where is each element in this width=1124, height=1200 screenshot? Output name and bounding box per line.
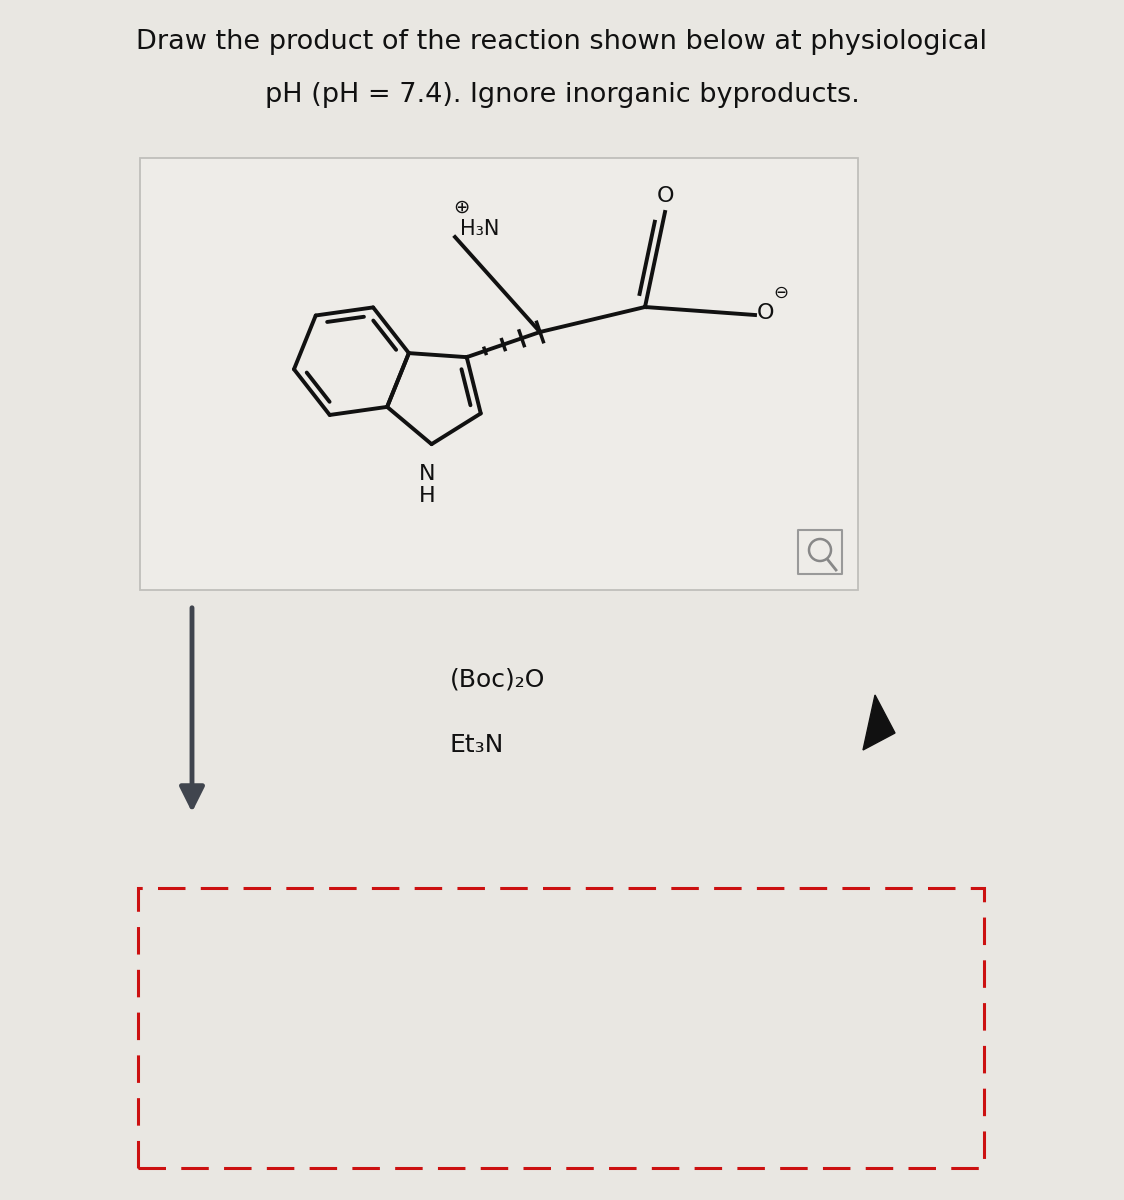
Bar	[140, 158, 858, 590]
Text: H: H	[419, 486, 436, 506]
Text: pH (pH = 7.4). Ignore inorganic byproducts.: pH (pH = 7.4). Ignore inorganic byproduc…	[264, 82, 860, 108]
Text: ⊕: ⊕	[453, 198, 469, 216]
Text: ⊖: ⊖	[773, 284, 789, 302]
Bar	[138, 888, 984, 1168]
Text: H₃N: H₃N	[460, 218, 499, 239]
Text: Et₃N: Et₃N	[450, 733, 505, 757]
Text: (Boc)₂O: (Boc)₂O	[450, 668, 545, 692]
Text: O: O	[756, 302, 774, 323]
Text: Draw the product of the reaction shown below at physiological: Draw the product of the reaction shown b…	[136, 29, 988, 55]
Polygon shape	[863, 695, 895, 750]
Bar	[798, 530, 842, 574]
Text: N: N	[419, 464, 436, 484]
Text: O: O	[656, 186, 673, 206]
